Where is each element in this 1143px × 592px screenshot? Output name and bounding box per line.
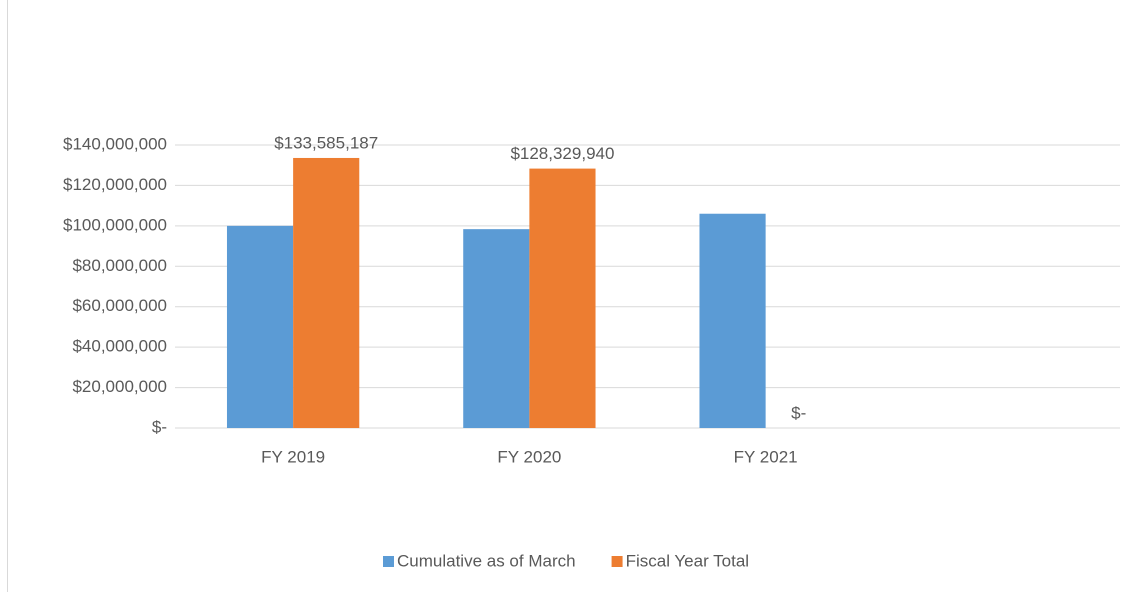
x-tick-label: FY 2019 <box>261 447 325 466</box>
y-tick-label: $80,000,000 <box>72 256 167 275</box>
y-tick-label: $- <box>152 417 167 436</box>
y-tick-label: $40,000,000 <box>72 337 167 356</box>
legend-swatch <box>383 556 394 567</box>
y-tick-label: $120,000,000 <box>63 175 167 194</box>
y-tick-label: $20,000,000 <box>72 377 167 396</box>
legend-swatch <box>611 556 623 567</box>
y-tick-label: $100,000,000 <box>63 215 167 234</box>
data-label: $133,585,187 <box>274 133 378 152</box>
x-tick-label: FY 2021 <box>734 447 798 466</box>
x-tick-label: FY 2020 <box>497 447 561 466</box>
y-tick-label: $140,000,000 <box>63 134 167 153</box>
bar <box>699 213 766 428</box>
bar <box>463 229 530 428</box>
bar <box>529 168 596 428</box>
legend-label: Cumulative as of March <box>397 551 576 570</box>
data-label: $- <box>791 403 806 422</box>
bar <box>293 157 360 428</box>
y-tick-label: $60,000,000 <box>72 296 167 315</box>
data-label: $128,329,940 <box>510 144 614 163</box>
legend-label: Fiscal Year Total <box>626 551 749 570</box>
bar <box>226 225 294 428</box>
